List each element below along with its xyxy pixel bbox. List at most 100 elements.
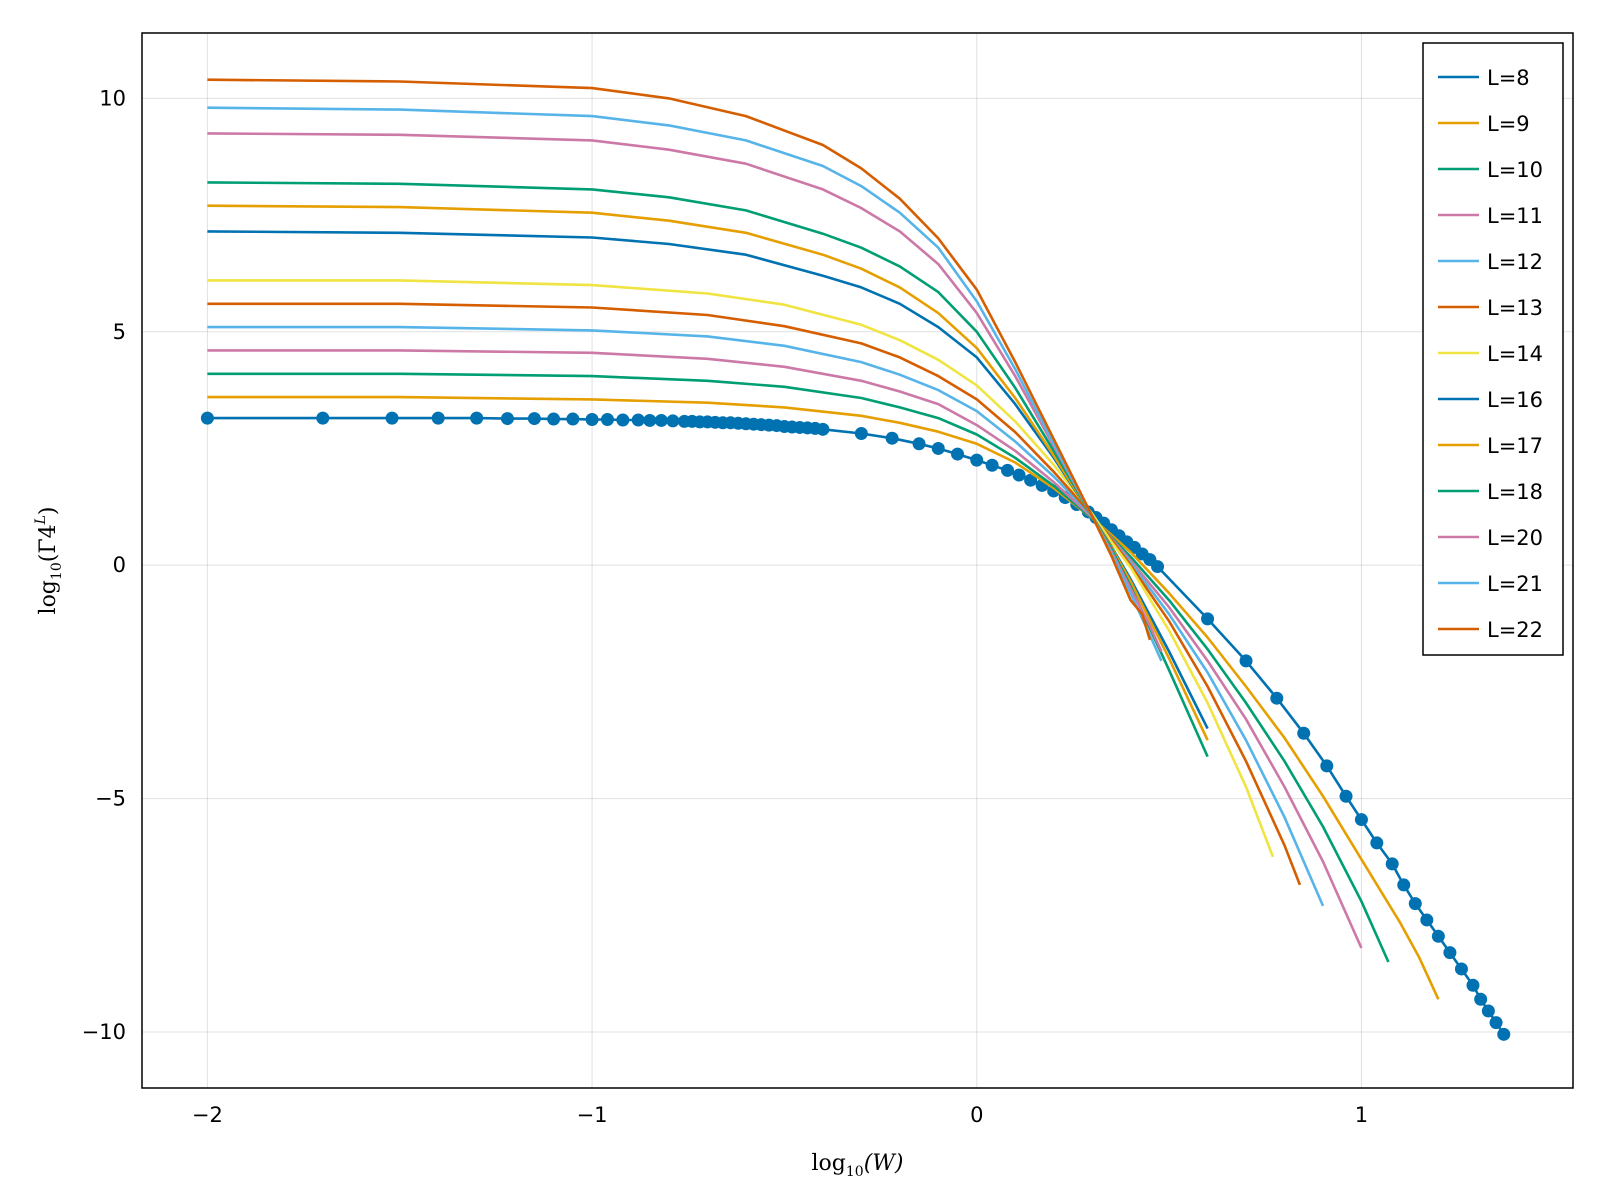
x-axis-label: log10(W) bbox=[812, 1151, 904, 1180]
legend-label: L=21 bbox=[1487, 572, 1543, 596]
series-L=9 bbox=[207, 395, 1440, 1000]
data-point bbox=[912, 437, 926, 451]
data-point bbox=[470, 411, 484, 425]
data-point bbox=[566, 412, 580, 426]
data-point bbox=[600, 413, 614, 427]
data-point bbox=[1420, 913, 1434, 927]
data-point bbox=[1454, 962, 1468, 976]
legend-label: L=10 bbox=[1487, 158, 1543, 182]
data-point bbox=[1481, 1004, 1495, 1018]
legend-item: L=13 bbox=[1438, 296, 1543, 320]
x-tick-label: 1 bbox=[1355, 1103, 1368, 1127]
data-point bbox=[200, 411, 214, 425]
plot-frame bbox=[141, 32, 1574, 1089]
data-point bbox=[931, 441, 945, 455]
series-L=13 bbox=[207, 302, 1302, 886]
data-point bbox=[1297, 726, 1311, 740]
data-point bbox=[1354, 813, 1368, 827]
legend-label: L=13 bbox=[1487, 296, 1543, 320]
x-tick-label: −2 bbox=[192, 1103, 223, 1127]
series-line bbox=[207, 395, 1440, 1000]
legend-label: L=22 bbox=[1487, 618, 1543, 642]
data-point bbox=[885, 431, 899, 445]
series-line bbox=[207, 279, 1275, 858]
legend-label: L=17 bbox=[1487, 434, 1543, 458]
x-axis-label-fn: log bbox=[812, 1151, 846, 1176]
data-point bbox=[854, 427, 868, 441]
series-L=14 bbox=[207, 279, 1275, 858]
data-point bbox=[1385, 857, 1399, 871]
series-layer bbox=[200, 78, 1511, 1041]
series-line bbox=[207, 302, 1302, 886]
y-tick-label: −10 bbox=[82, 1020, 126, 1044]
data-point bbox=[1370, 836, 1384, 850]
legend-label: L=8 bbox=[1487, 66, 1530, 90]
series-L=10 bbox=[207, 372, 1390, 963]
legend-label: L=12 bbox=[1487, 250, 1543, 274]
legend-item: L=20 bbox=[1438, 526, 1543, 550]
data-point bbox=[970, 453, 984, 467]
data-point bbox=[585, 413, 599, 427]
series-line bbox=[207, 78, 1152, 641]
y-tick-label: 0 bbox=[113, 553, 126, 577]
legend-label: L=16 bbox=[1487, 388, 1543, 412]
series-L=20 bbox=[207, 132, 1163, 653]
data-point bbox=[1151, 560, 1165, 574]
series-L=21 bbox=[207, 106, 1163, 662]
data-point bbox=[631, 413, 645, 427]
data-point bbox=[985, 458, 999, 472]
data-point bbox=[1466, 978, 1480, 992]
data-point bbox=[1320, 759, 1334, 773]
y-axis-label-sup: L bbox=[33, 515, 49, 525]
y-axis-label-close: ) bbox=[36, 507, 61, 516]
series-line bbox=[207, 204, 1209, 741]
data-point bbox=[1431, 929, 1445, 943]
data-point bbox=[1489, 1016, 1503, 1030]
data-point bbox=[1339, 789, 1353, 803]
legend-label: L=9 bbox=[1487, 112, 1530, 136]
x-tick-label: −1 bbox=[577, 1103, 608, 1127]
series-line bbox=[207, 132, 1163, 653]
legend-item: L=8 bbox=[1438, 66, 1530, 90]
legend-label: L=18 bbox=[1487, 480, 1543, 504]
series-L=8 bbox=[200, 411, 1511, 1041]
data-point bbox=[654, 413, 668, 427]
legend-item: L=9 bbox=[1438, 112, 1530, 136]
data-point bbox=[527, 412, 541, 426]
legend: L=8 L=9 L=10 L=11 L=12 L=13 L=14 L=16 L=17 L=18 L=… bbox=[1422, 42, 1564, 656]
legend-item: L=16 bbox=[1438, 388, 1543, 412]
data-point bbox=[643, 413, 657, 427]
data-point bbox=[951, 447, 965, 461]
legend-label: L=11 bbox=[1487, 204, 1543, 228]
legend-item: L=11 bbox=[1438, 204, 1543, 228]
y-axis-label-sub: 10 bbox=[49, 562, 65, 580]
series-L=17 bbox=[207, 204, 1209, 741]
series-L=22 bbox=[207, 78, 1152, 641]
y-axis-label-arg: (Γ4 bbox=[36, 524, 61, 562]
series-line bbox=[207, 349, 1363, 949]
svg-text:log10(W): log10(W) bbox=[812, 1151, 904, 1180]
data-point bbox=[316, 411, 330, 425]
legend-item: L=10 bbox=[1438, 158, 1543, 182]
data-point bbox=[1239, 654, 1253, 668]
data-point bbox=[1497, 1027, 1511, 1041]
y-tick-label: 10 bbox=[99, 86, 126, 110]
data-point bbox=[1270, 691, 1284, 705]
series-L=11 bbox=[207, 349, 1363, 949]
data-point bbox=[547, 412, 561, 426]
y-axis-label: log10(Γ4L) bbox=[33, 507, 65, 615]
x-axis-label-arg: (W) bbox=[864, 1151, 904, 1176]
series-line bbox=[207, 416, 1505, 1036]
grid bbox=[142, 33, 1573, 1088]
legend-label: L=14 bbox=[1487, 342, 1543, 366]
y-axis-label-fn: log bbox=[36, 580, 61, 614]
x-tick-label: 0 bbox=[970, 1103, 983, 1127]
legend-item: L=22 bbox=[1438, 618, 1543, 642]
x-axis-label-sub: 10 bbox=[846, 1164, 864, 1180]
data-point bbox=[1201, 612, 1215, 626]
legend-box bbox=[1422, 42, 1564, 656]
y-tick-label: 5 bbox=[113, 320, 126, 344]
legend-item: L=21 bbox=[1438, 572, 1543, 596]
